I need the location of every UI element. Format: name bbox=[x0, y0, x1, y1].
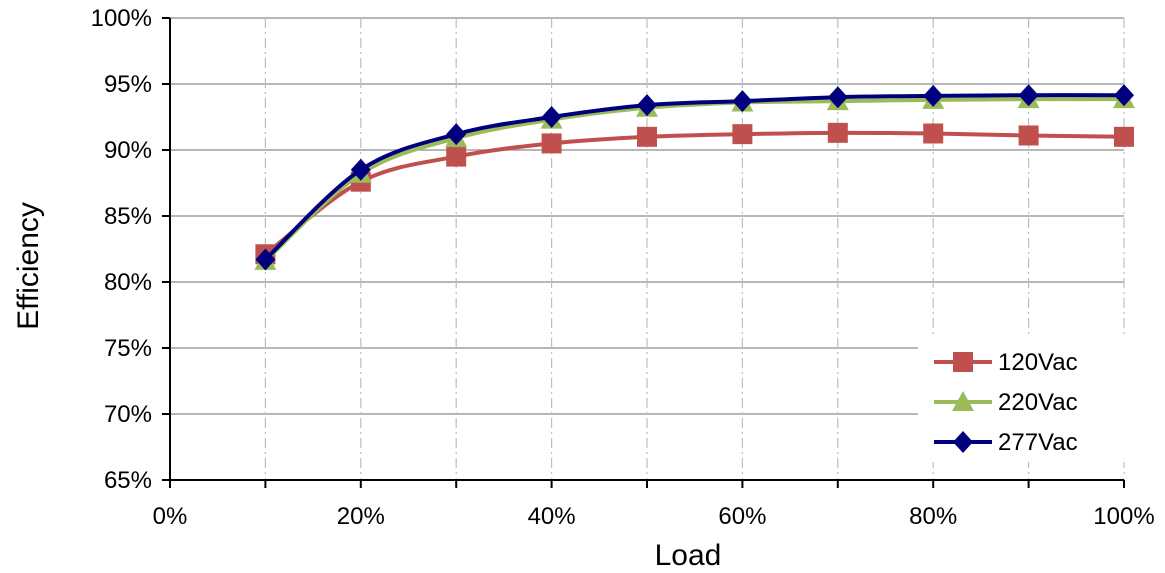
y-tick-label: 65% bbox=[104, 467, 152, 494]
y-tick-label: 75% bbox=[104, 335, 152, 362]
series-220vac bbox=[254, 88, 1135, 270]
data-point-120vac bbox=[637, 126, 657, 147]
y-axis-title: Efficiency bbox=[12, 202, 45, 330]
series-line-120vac bbox=[264, 130, 1125, 256]
data-point-277vac bbox=[541, 106, 562, 128]
data-point-277vac bbox=[923, 84, 944, 107]
data-point-277vac bbox=[637, 94, 657, 117]
data-point-120vac bbox=[827, 122, 848, 143]
data-point-277vac bbox=[827, 86, 848, 109]
x-tick-label: 40% bbox=[528, 503, 576, 530]
legend-marker-220vac bbox=[952, 391, 974, 411]
legend-label-277vac: 277Vac bbox=[998, 429, 1078, 456]
tick-labels: 65% 70% 75% 80% 85% 90% 95% 100% 0% 20% 40% 60% 80% 1… bbox=[91, 5, 1155, 530]
series-line-220vac bbox=[264, 97, 1125, 263]
x-axis-title: Load bbox=[655, 539, 722, 572]
legend: 120Vac 220Vac 277Vac bbox=[918, 338, 1130, 462]
legend-label-120vac: 120Vac bbox=[998, 349, 1078, 376]
data-point-120vac bbox=[732, 124, 753, 145]
data-point-120vac bbox=[541, 133, 562, 154]
data-point-120vac bbox=[446, 146, 467, 167]
axes-layer bbox=[162, 17, 1125, 488]
data-point-277vac bbox=[350, 158, 371, 181]
y-tick-label: 70% bbox=[104, 401, 152, 428]
series-120vac bbox=[255, 122, 1134, 265]
data-point-277vac bbox=[255, 248, 276, 271]
y-tick-label: 90% bbox=[104, 137, 152, 164]
data-point-277vac bbox=[1114, 84, 1134, 107]
series-line-277vac bbox=[264, 93, 1125, 262]
y-tick-label: 100% bbox=[91, 5, 152, 32]
x-tick-label: 60% bbox=[718, 503, 766, 530]
x-tick-label: 80% bbox=[909, 503, 957, 530]
series-layer bbox=[254, 84, 1135, 271]
data-point-120vac bbox=[1018, 125, 1039, 146]
legend-label-220vac: 220Vac bbox=[998, 389, 1078, 416]
data-point-277vac bbox=[1018, 84, 1039, 107]
y-tick-label: 85% bbox=[104, 203, 152, 230]
x-tick-label: 20% bbox=[337, 503, 385, 530]
x-tick-label: 0% bbox=[153, 503, 188, 530]
legend-marker-277vac bbox=[953, 431, 973, 453]
x-tick-label: 100% bbox=[1093, 503, 1154, 530]
data-point-120vac bbox=[1114, 126, 1134, 147]
legend-marker-120vac bbox=[953, 352, 973, 372]
data-point-277vac bbox=[732, 90, 753, 113]
data-point-120vac bbox=[923, 123, 944, 144]
data-point-277vac bbox=[446, 123, 467, 146]
y-tick-label: 95% bbox=[104, 71, 152, 98]
y-tick-label: 80% bbox=[104, 269, 152, 296]
series-277vac bbox=[255, 84, 1134, 271]
